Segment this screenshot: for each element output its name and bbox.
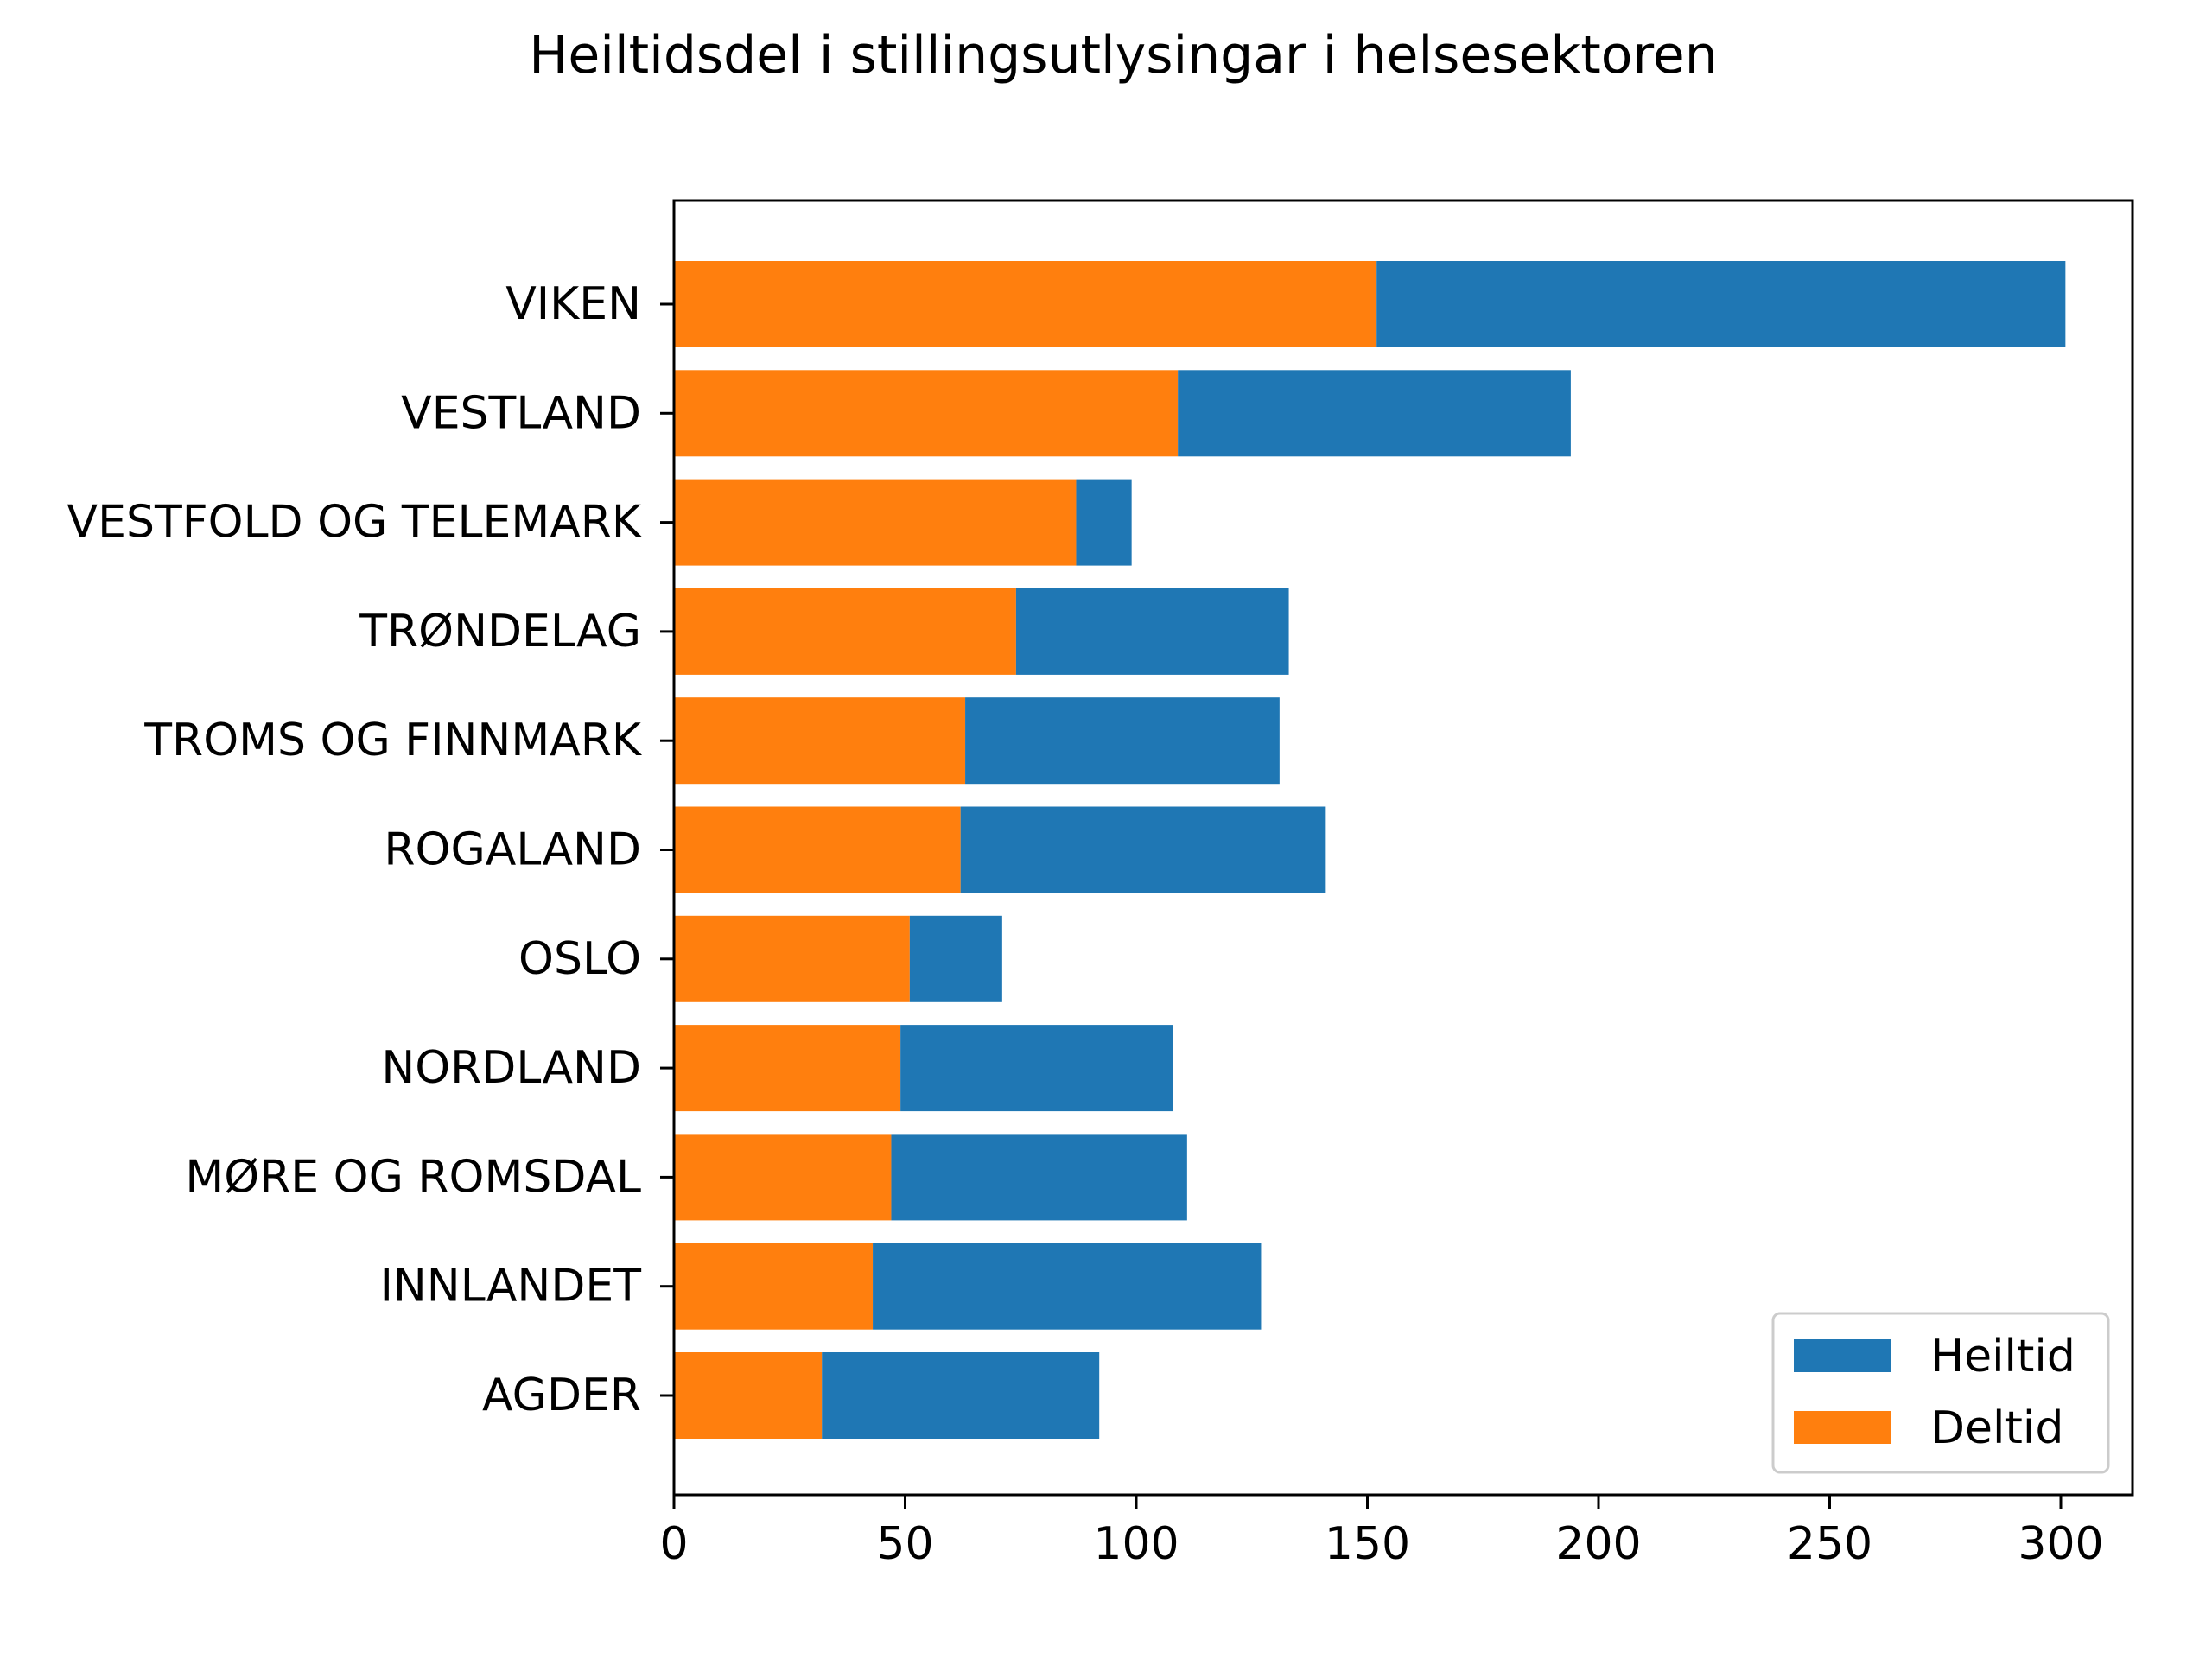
- bar-deltid-innlandet: [674, 1243, 874, 1330]
- bar-deltid-more-og-romsdal: [674, 1134, 892, 1221]
- legend-swatch-heiltid: [1794, 1339, 1891, 1372]
- bar-heiltid-viken: [1376, 261, 2066, 347]
- bar-deltid-oslo: [674, 915, 910, 1002]
- ytick-label-innlandet: INNLANDET: [380, 1261, 642, 1313]
- xtick-label-250: 250: [1787, 1518, 1872, 1570]
- legend-swatch-deltid: [1794, 1411, 1891, 1444]
- chart-title: Heiltidsdel i stillingsutlysingar i hels…: [529, 25, 1718, 86]
- ytick-label-more-og-romsdal: MØRE OG ROMSDAL: [185, 1151, 641, 1203]
- bar-deltid-nordland: [674, 1025, 901, 1112]
- ytick-label-nordland: NORDLAND: [381, 1042, 641, 1094]
- bar-deltid-troms-og-finnmark: [674, 697, 966, 785]
- legend-label-heiltid: Heiltid: [1930, 1331, 2075, 1382]
- bars-group: [674, 261, 2066, 1439]
- bar-deltid-rogaland: [674, 806, 961, 893]
- bar-heiltid-more-og-romsdal: [891, 1134, 1187, 1221]
- xtick-label-50: 50: [876, 1518, 933, 1570]
- plot-frame: [672, 199, 2134, 1497]
- xtick-label-300: 300: [2018, 1518, 2103, 1570]
- ytick-label-troms-og-finnmark: TROMS OG FINNMARK: [143, 715, 643, 766]
- legend: Heiltid Deltid: [1771, 1312, 2110, 1474]
- xtick-label-200: 200: [1555, 1518, 1641, 1570]
- bar-deltid-viken: [674, 261, 1377, 347]
- bar-heiltid-oslo: [909, 915, 1002, 1002]
- bar-deltid-trondelag: [674, 588, 1016, 675]
- ytick-label-agder: AGDER: [482, 1370, 641, 1421]
- bar-deltid-agder: [674, 1352, 823, 1439]
- bar-heiltid-trondelag: [1015, 588, 1289, 675]
- bar-heiltid-vestland: [1178, 370, 1571, 457]
- x-axis: 0 50 100 150 200 250 300: [659, 1495, 2104, 1570]
- bar-heiltid-rogaland: [960, 806, 1326, 893]
- ytick-label-vestfold-og-telemark: VESTFOLD OG TELEMARK: [67, 497, 643, 549]
- ytick-label-trondelag: TRØNDELAG: [359, 606, 641, 658]
- y-axis: VIKEN VESTLAND VESTFOLD OG TELEMARK TRØNDEL…: [67, 278, 674, 1421]
- bar-heiltid-innlandet: [873, 1243, 1262, 1330]
- ytick-label-oslo: OSLO: [518, 933, 641, 985]
- bar-heiltid-vestfold-og-telemark: [1076, 479, 1132, 566]
- bar-heiltid-agder: [822, 1352, 1100, 1439]
- ytick-label-vestland: VESTLAND: [401, 387, 641, 439]
- bar-heiltid-nordland: [900, 1025, 1173, 1112]
- xtick-label-150: 150: [1325, 1518, 1410, 1570]
- bar-deltid-vestfold-og-telemark: [674, 479, 1077, 566]
- legend-label-deltid: Deltid: [1930, 1402, 2063, 1454]
- xtick-label-0: 0: [659, 1518, 688, 1570]
- bar-heiltid-troms-og-finnmark: [965, 697, 1280, 785]
- bar-deltid-vestland: [674, 370, 1179, 457]
- xtick-label-100: 100: [1093, 1518, 1179, 1570]
- ytick-label-viken: VIKEN: [505, 278, 641, 330]
- ytick-label-rogaland: ROGALAND: [384, 824, 641, 876]
